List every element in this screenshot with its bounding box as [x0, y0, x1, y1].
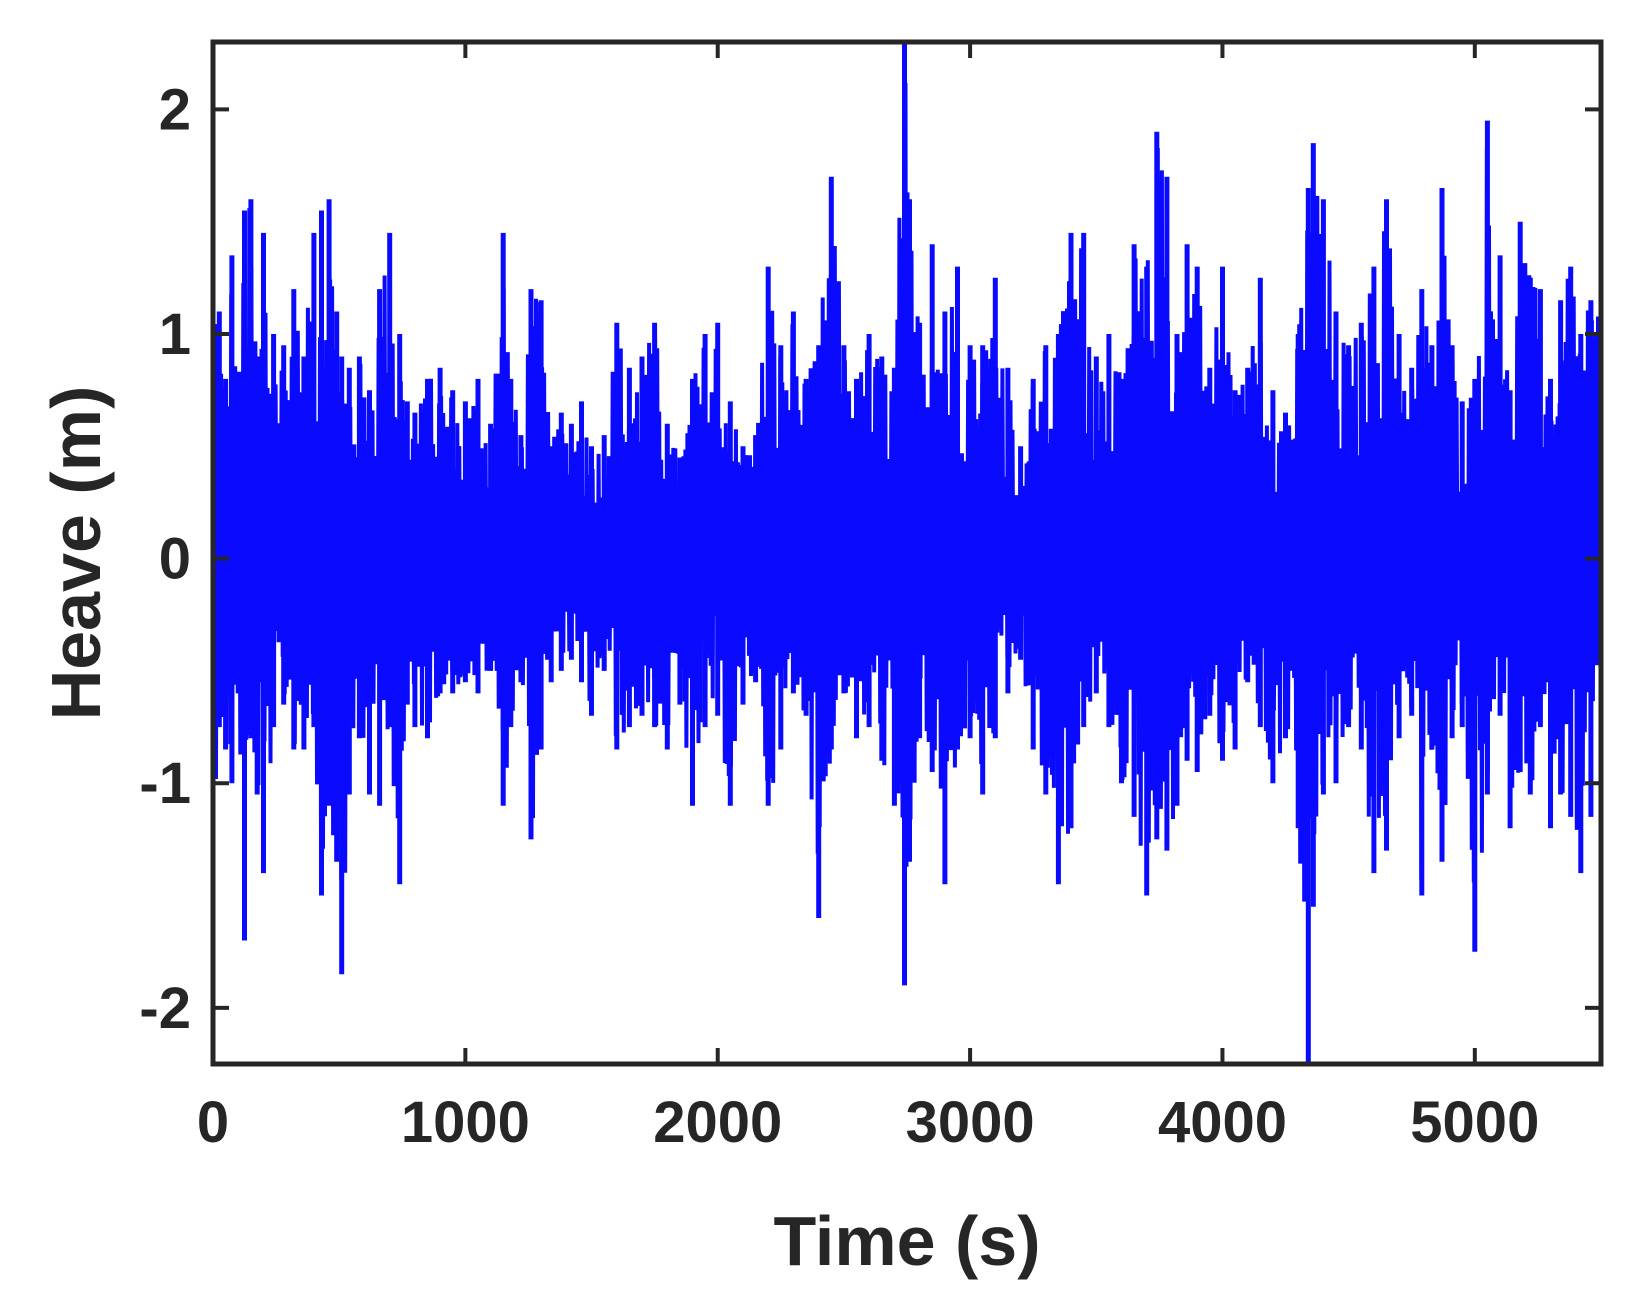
- x-tick-label: 1000: [401, 1090, 530, 1155]
- y-tick-label: 0: [159, 527, 191, 592]
- x-tick-label: 2000: [653, 1090, 782, 1155]
- y-tick-label: 1: [159, 302, 191, 367]
- x-tick-label: 3000: [906, 1090, 1035, 1155]
- y-tick-label: -1: [139, 751, 191, 816]
- x-tick-label: 5000: [1410, 1090, 1539, 1155]
- labels-layer: Time (s) Heave (m): [37, 386, 1041, 1280]
- x-tick-label: 4000: [1158, 1090, 1287, 1155]
- y-axis-label: Heave (m): [37, 386, 115, 721]
- y-tick-label: 2: [159, 77, 191, 142]
- x-tick-label: 0: [197, 1090, 229, 1155]
- series-layer: [213, 42, 1601, 1064]
- y-tick-label: -2: [139, 976, 191, 1041]
- plot-frame: [210, 39, 1604, 1067]
- axes-layer: 0 1000 2000 3000 4000 5000 2 1 0 -1 -2: [139, 39, 1604, 1155]
- x-axis-label: Time (s): [773, 1202, 1040, 1280]
